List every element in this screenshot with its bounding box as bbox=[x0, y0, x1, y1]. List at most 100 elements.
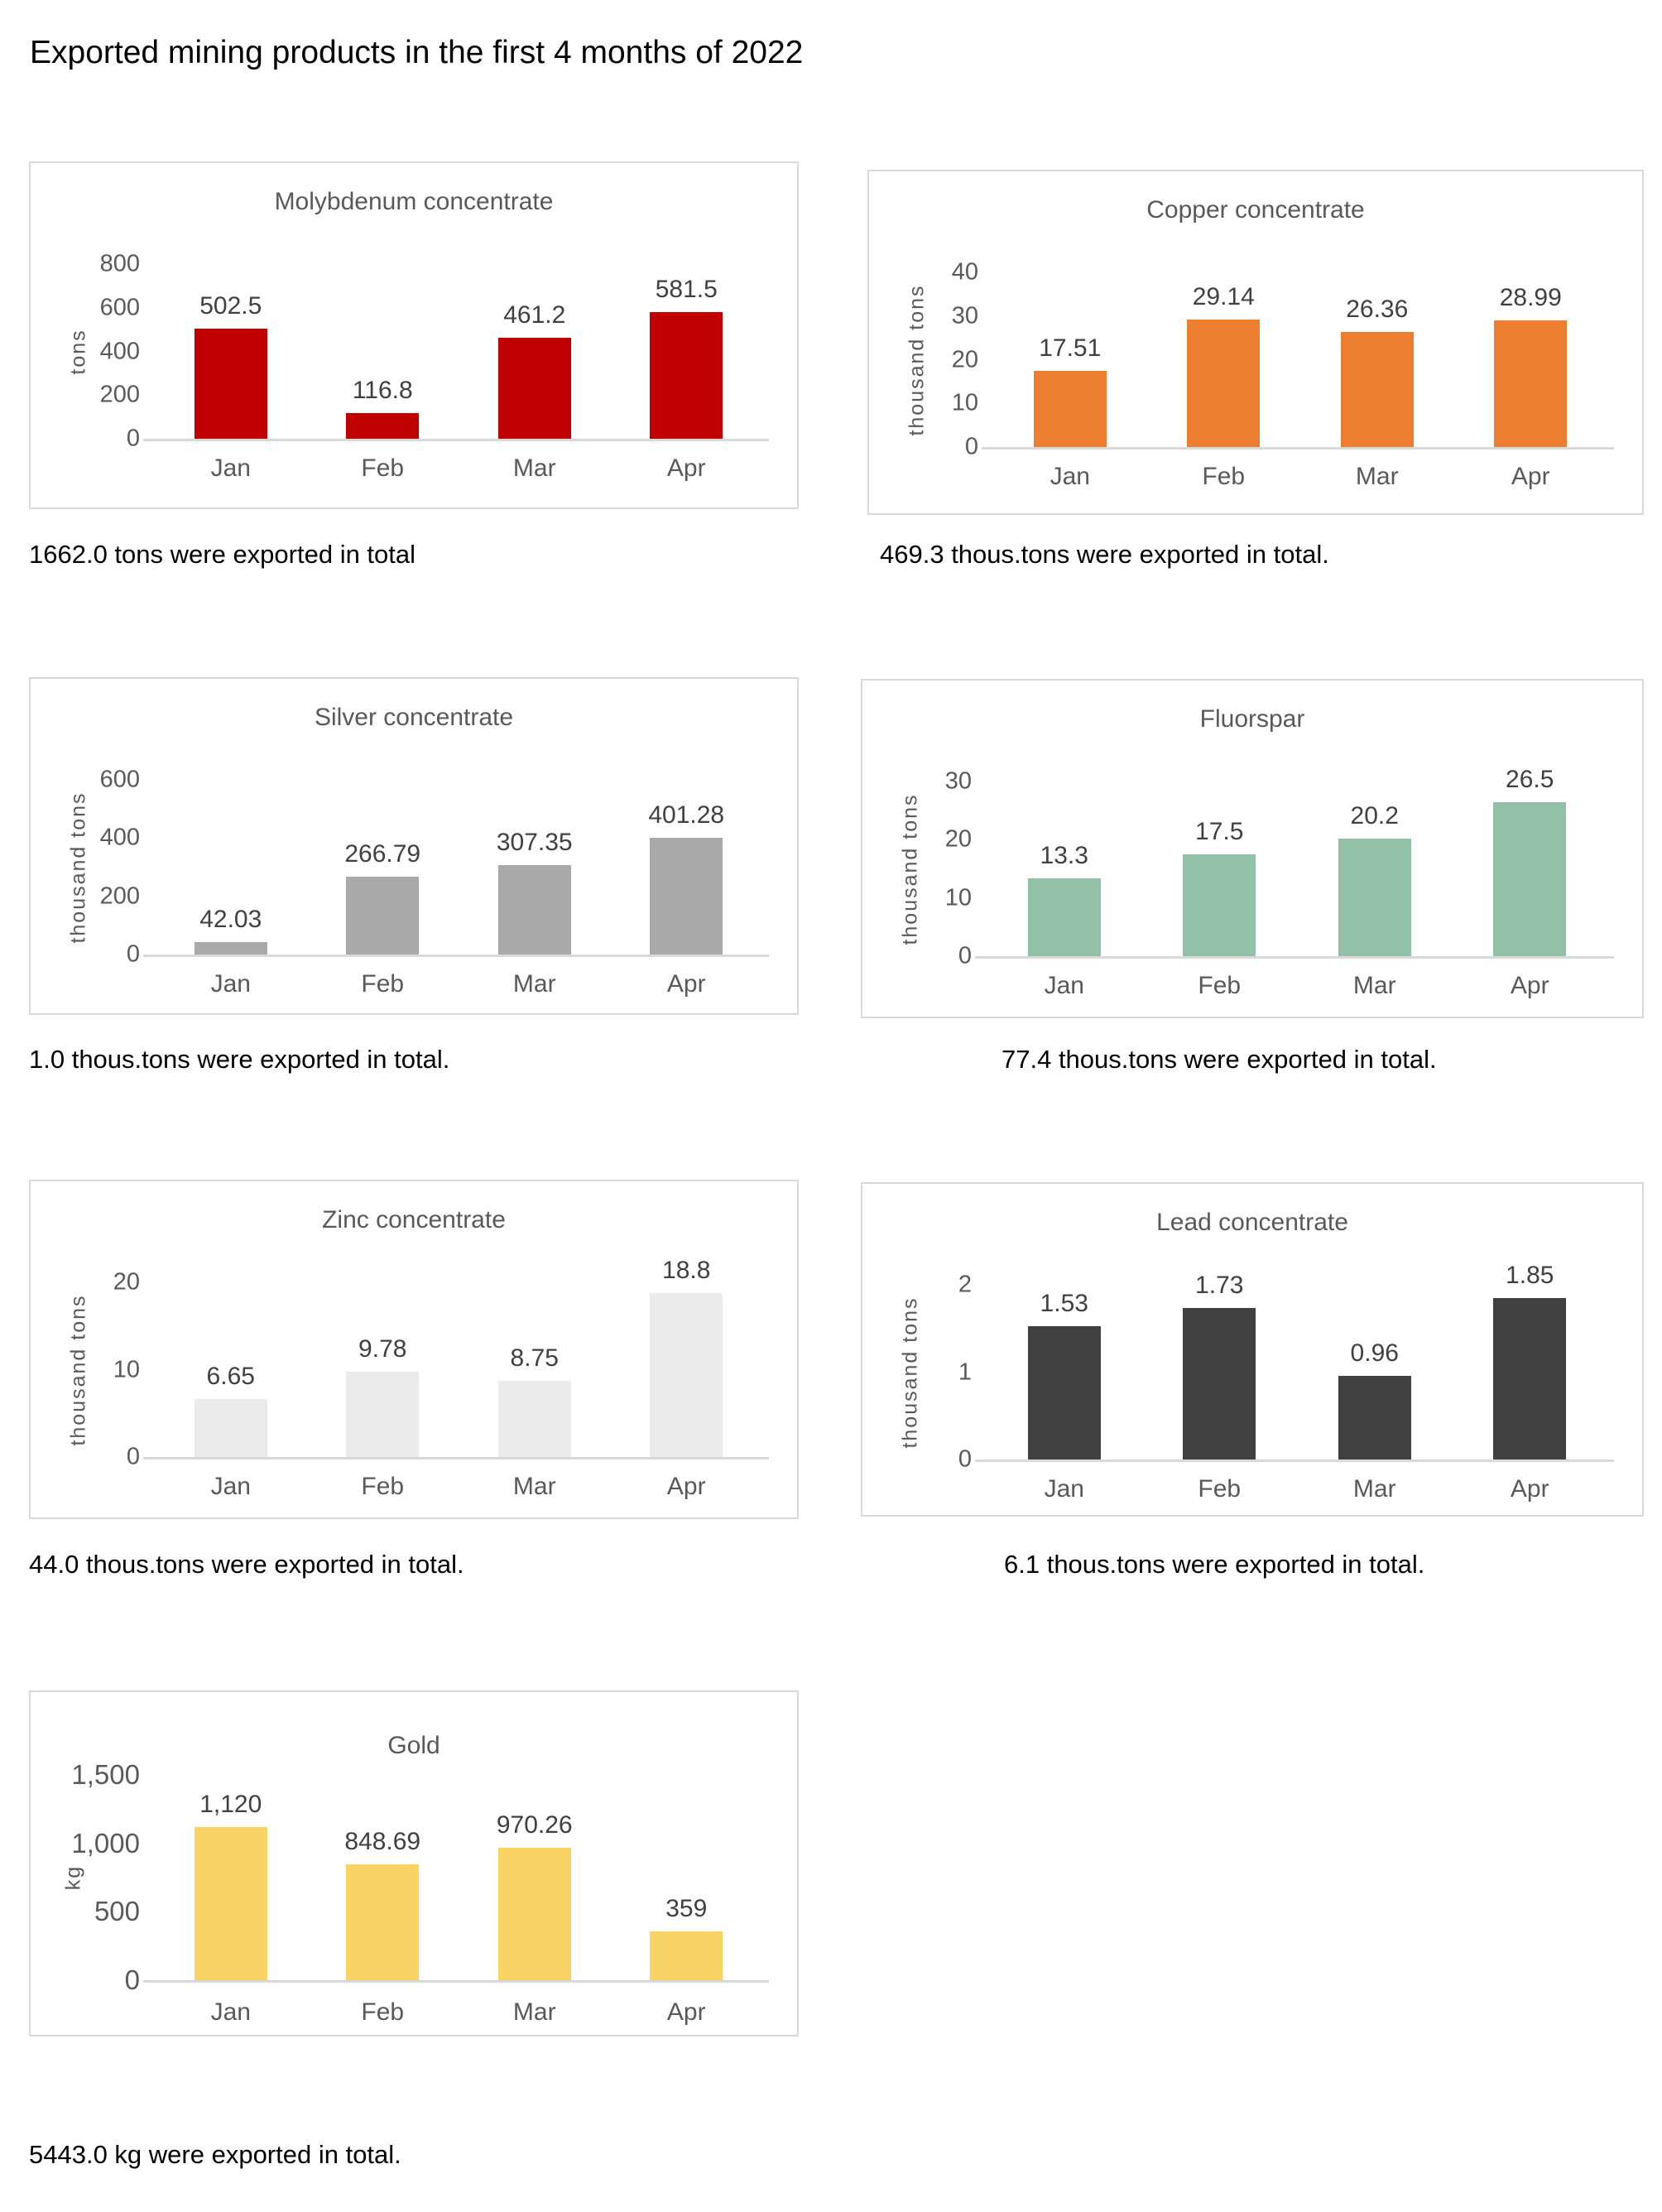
bar-jan bbox=[1027, 1326, 1101, 1459]
bar-value-label: 26.36 bbox=[1346, 296, 1409, 323]
bar-feb bbox=[1183, 854, 1256, 956]
y-tick-label: 20 bbox=[944, 825, 972, 853]
chart-caption-copper: 469.3 thous.tons were exported in total. bbox=[880, 540, 1329, 569]
y-tick-label: 2 bbox=[958, 1271, 972, 1298]
x-category-label: Feb bbox=[361, 1998, 405, 2026]
bar-jan bbox=[1027, 878, 1101, 956]
y-tick-label: 20 bbox=[113, 1268, 140, 1296]
y-tick-label: 600 bbox=[99, 766, 140, 793]
chart-card-zinc: Zinc concentrate thousand tons 20 10 0 6.65 Ja… bbox=[29, 1180, 799, 1519]
bar-value-label: 1.73 bbox=[1195, 1272, 1244, 1299]
bar-mar bbox=[497, 1381, 571, 1457]
bar-mar bbox=[1338, 839, 1411, 956]
bar-value-label: 1.85 bbox=[1506, 1262, 1554, 1289]
x-axis-baseline bbox=[975, 1459, 1614, 1462]
y-tick-label: 0 bbox=[964, 433, 978, 460]
x-category-label: Feb bbox=[361, 1473, 405, 1500]
y-tick-label: 0 bbox=[126, 425, 140, 452]
y-tick-label: 10 bbox=[944, 884, 972, 911]
x-category-label: Mar bbox=[1355, 463, 1399, 490]
chart-card-fluorspar: Fluorspar thousand tons 30 20 10 0 13.3 Jan 17.5… bbox=[861, 679, 1644, 1018]
bar-value-label: 970.26 bbox=[496, 1811, 573, 1839]
bar-apr bbox=[1493, 1298, 1567, 1459]
chart-caption-lead: 6.1 thous.tons were exported in total. bbox=[1004, 1550, 1425, 1579]
chart-caption-molybdenum: 1662.0 tons were exported in total bbox=[29, 540, 416, 569]
y-tick-label: 800 bbox=[99, 250, 140, 277]
bar-value-label: 848.69 bbox=[344, 1828, 421, 1855]
bar-value-label: 461.2 bbox=[503, 301, 566, 329]
bar-feb bbox=[346, 877, 420, 955]
chart-title: Lead concentrate bbox=[1156, 1209, 1348, 1236]
bar-apr bbox=[650, 312, 723, 439]
chart-title: Zinc concentrate bbox=[322, 1206, 506, 1233]
y-tick-label: 0 bbox=[958, 1445, 972, 1473]
x-category-label: Feb bbox=[361, 454, 405, 482]
bar-jan bbox=[194, 942, 267, 955]
y-tick-label: 400 bbox=[99, 824, 140, 851]
x-category-label: Jan bbox=[1044, 1475, 1084, 1503]
bar-value-label: 1,120 bbox=[199, 1791, 262, 1818]
bar-jan bbox=[194, 1827, 267, 1980]
x-category-label: Jan bbox=[210, 970, 251, 998]
chart-title: Molybdenum concentrate bbox=[274, 188, 554, 215]
x-category-label: Apr bbox=[1510, 972, 1549, 999]
y-tick-label: 30 bbox=[944, 767, 972, 795]
bar-value-label: 581.5 bbox=[655, 276, 718, 303]
bar-jan bbox=[194, 1399, 267, 1457]
x-category-label: Feb bbox=[1198, 1475, 1242, 1503]
x-category-label: Apr bbox=[1510, 1475, 1549, 1503]
x-category-label: Mar bbox=[512, 1998, 556, 2026]
y-tick-label: 1 bbox=[958, 1358, 972, 1385]
bar-value-label: 359 bbox=[665, 1895, 708, 1922]
x-axis-baseline bbox=[143, 1457, 769, 1459]
y-tick-label: 10 bbox=[113, 1356, 140, 1382]
bar-value-label: 307.35 bbox=[496, 829, 573, 856]
x-category-label: Mar bbox=[512, 970, 556, 998]
bar-mar bbox=[497, 338, 571, 439]
x-category-label: Apr bbox=[666, 1473, 706, 1500]
x-category-label: Jan bbox=[1050, 463, 1090, 490]
bar-mar bbox=[1340, 332, 1414, 447]
x-category-label: Feb bbox=[361, 970, 405, 998]
x-category-label: Feb bbox=[1202, 463, 1246, 490]
bar-value-label: 42.03 bbox=[199, 906, 262, 933]
x-axis-baseline bbox=[143, 439, 769, 441]
chart-caption-fluorspar: 77.4 thous.tons were exported in total. bbox=[1002, 1045, 1437, 1074]
bar-value-label: 9.78 bbox=[358, 1335, 407, 1363]
x-category-label: Mar bbox=[1352, 1475, 1396, 1503]
chart-caption-silver: 1.0 thous.tons were exported in total. bbox=[29, 1045, 450, 1074]
bar-mar bbox=[497, 1848, 571, 1980]
x-category-label: Feb bbox=[1198, 972, 1242, 999]
bar-mar bbox=[1338, 1376, 1411, 1459]
y-axis-unit-label: kg bbox=[61, 1864, 85, 1891]
chart-title: Copper concentrate bbox=[1146, 196, 1365, 224]
y-tick-label: 400 bbox=[99, 338, 140, 364]
bar-jan bbox=[1033, 371, 1107, 447]
bar-value-label: 116.8 bbox=[352, 377, 413, 404]
y-tick-label: 200 bbox=[99, 882, 140, 910]
y-tick-label: 600 bbox=[99, 294, 140, 321]
page-title: Exported mining products in the first 4 … bbox=[30, 35, 804, 71]
bar-value-label: 17.51 bbox=[1039, 334, 1102, 362]
x-category-label: Apr bbox=[1511, 463, 1550, 490]
y-tick-label: 0 bbox=[126, 1443, 140, 1470]
chart-card-lead: Lead concentrate thousand tons 2 1 0 1.53 Jan 1… bbox=[861, 1182, 1644, 1517]
bar-apr bbox=[1494, 320, 1568, 447]
bar-feb bbox=[346, 413, 420, 439]
bar-value-label: 502.5 bbox=[199, 292, 262, 320]
chart-card-copper: Copper concentrate thousand tons 40 30 20 10 0… bbox=[867, 170, 1644, 515]
y-tick-label: 500 bbox=[94, 1896, 140, 1927]
y-tick-label: 40 bbox=[951, 258, 978, 286]
y-axis-unit-label: thousand tons bbox=[898, 792, 922, 945]
bar-value-label: 17.5 bbox=[1195, 818, 1244, 845]
y-tick-label: 1,000 bbox=[71, 1827, 140, 1859]
bar-value-label: 0.96 bbox=[1350, 1339, 1399, 1367]
bar-value-label: 401.28 bbox=[648, 801, 725, 829]
bar-apr bbox=[650, 1931, 723, 1980]
x-category-label: Jan bbox=[210, 1473, 251, 1500]
chart-caption-zinc: 44.0 thous.tons were exported in total. bbox=[29, 1550, 464, 1579]
chart-card-molybdenum: Molybdenum concentrate tons 800 600 400 200 0 5… bbox=[29, 161, 799, 509]
x-axis-baseline bbox=[143, 955, 769, 957]
bar-value-label: 8.75 bbox=[510, 1344, 559, 1372]
x-category-label: Apr bbox=[666, 454, 706, 482]
